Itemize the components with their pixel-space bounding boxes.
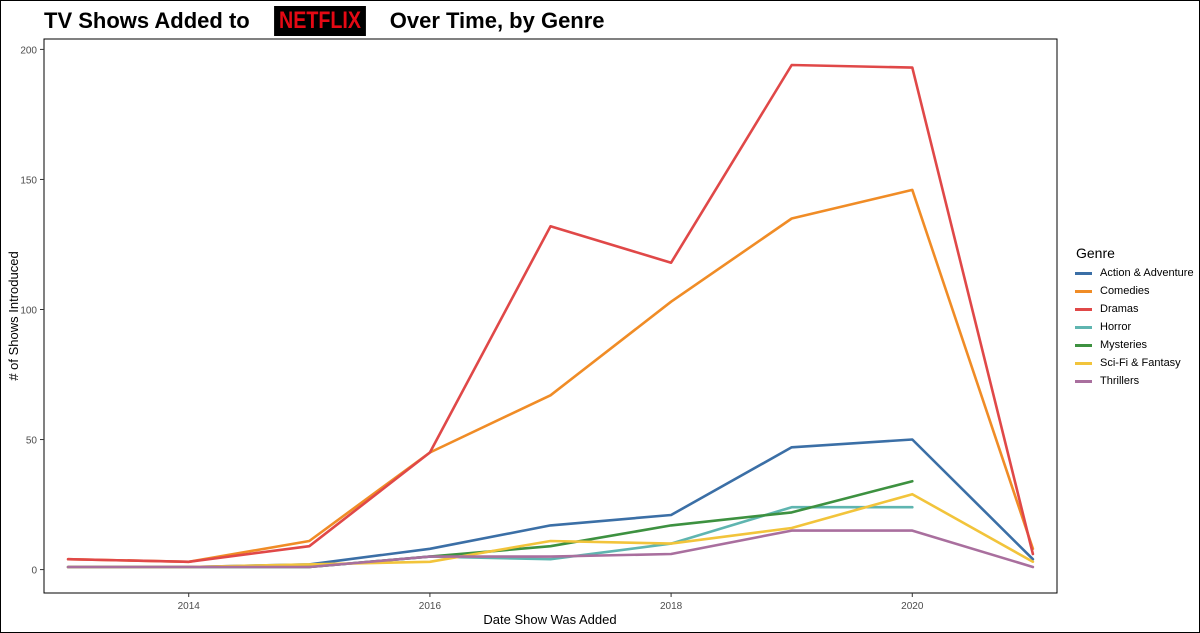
x-tick-label: 2020 [901, 601, 924, 612]
series-line-action-adventure [66, 438, 1035, 569]
legend-item: Dramas [1075, 300, 1194, 318]
legend-label: Sci-Fi & Fantasy [1100, 357, 1181, 369]
plot-panel [43, 38, 1058, 594]
legend-item: Mysteries [1075, 336, 1194, 354]
title-prefix: TV Shows Added to [44, 8, 250, 33]
legend-item: Horror [1075, 318, 1194, 336]
x-tick-label: 2014 [178, 601, 201, 612]
y-tick-label: 50 [26, 436, 38, 447]
y-tick-label: 0 [31, 566, 37, 577]
legend-label: Comedies [1100, 285, 1150, 297]
x-axis-label: Date Show Was Added [483, 612, 616, 627]
legend-swatch [1075, 271, 1092, 275]
netflix-logo: NETFLIX [273, 6, 366, 36]
legend: Action & Adventure Comedies Dramas Horror My… [1075, 264, 1194, 390]
legend-item: Sci-Fi & Fantasy [1075, 354, 1194, 372]
series-line-comedies [66, 188, 1035, 564]
legend-swatch [1075, 289, 1092, 293]
series-lines [66, 63, 1035, 569]
legend-swatch [1075, 325, 1092, 329]
y-axis-label: # of Shows Introduced [6, 251, 21, 380]
legend-item: Comedies [1075, 282, 1194, 300]
legend-label: Thrillers [1100, 375, 1140, 387]
legend-swatch [1075, 343, 1092, 347]
legend-label: Action & Adventure [1100, 267, 1194, 279]
y-tick-label: 150 [20, 175, 37, 186]
y-tick-label: 200 [20, 45, 37, 56]
legend-label: Horror [1100, 321, 1132, 333]
legend-label: Dramas [1100, 303, 1139, 315]
x-tick-label: 2016 [419, 601, 442, 612]
x-axis: 2014 2016 2018 2020 [178, 593, 924, 612]
chart-title: TV Shows Added to NETFLIX Over Time, by … [44, 4, 605, 38]
series-line-dramas [66, 63, 1035, 564]
legend-title: Genre [1076, 245, 1115, 261]
legend-item: Thrillers [1075, 372, 1194, 390]
series-line-thrillers [66, 529, 1035, 569]
x-tick-label: 2018 [660, 601, 683, 612]
legend-label: Mysteries [1100, 339, 1148, 351]
series-line-mysteries [66, 479, 914, 569]
legend-item: Action & Adventure [1075, 264, 1194, 282]
title-suffix: Over Time, by Genre [389, 8, 605, 33]
legend-swatch [1075, 361, 1092, 365]
y-axis: 0 50 100 150 200 [20, 45, 44, 577]
legend-swatch [1075, 379, 1092, 383]
y-tick-label: 100 [20, 305, 37, 316]
legend-swatch [1075, 307, 1092, 311]
